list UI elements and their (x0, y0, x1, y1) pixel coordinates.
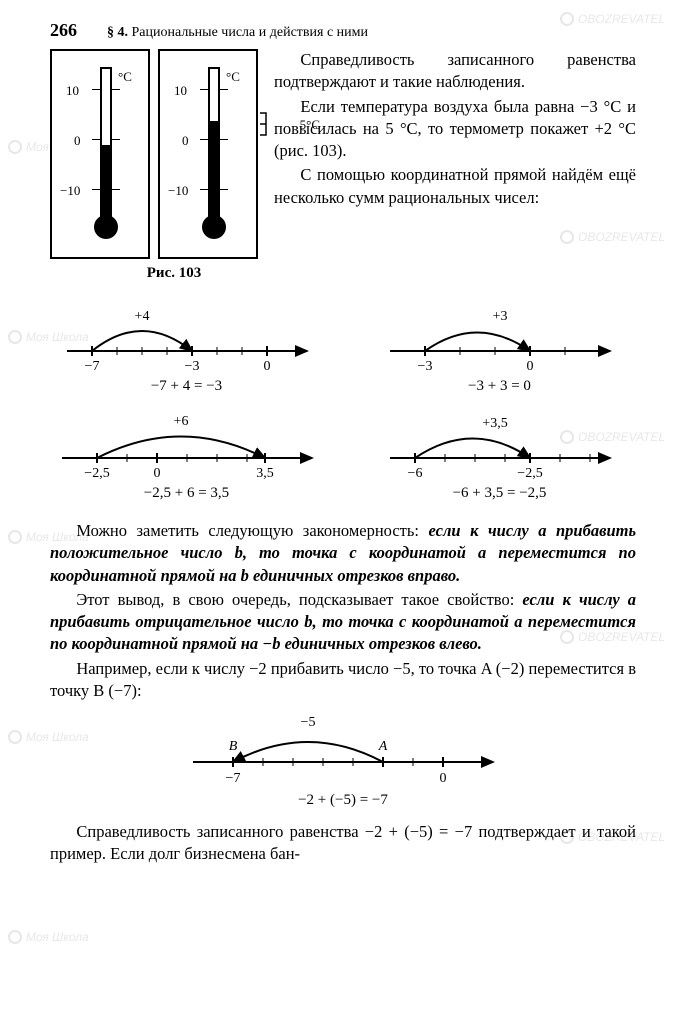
tick-minus10: −10 (60, 183, 80, 199)
intro-text: Справедливость записанного равенства под… (270, 49, 636, 292)
svg-text:−7: −7 (84, 359, 99, 374)
arc-label: +4 (134, 309, 149, 324)
svg-text:0: 0 (440, 771, 447, 786)
svg-text:−2,5: −2,5 (84, 466, 109, 481)
page-number: 266 (50, 20, 77, 41)
numberline-grid: −7 −3 0 +4 −7 + 4 = −3 −3 0 +3 −3 + 3 = … (50, 306, 636, 502)
svg-text:0: 0 (153, 466, 160, 481)
tail-text: Справедливость записанного равенства −2 … (50, 821, 636, 866)
svg-text:+3: +3 (492, 309, 507, 324)
thermometer-left: 10 0 −10 °C (50, 49, 150, 259)
header: 266 § 4. Рациональные числа и действия с… (50, 20, 636, 41)
svg-text:−3: −3 (184, 359, 199, 374)
numberline-2: −3 0 +3 −3 + 3 = 0 (363, 306, 636, 395)
figure-caption: Рис. 103 (90, 265, 258, 282)
svg-text:+6: +6 (173, 414, 188, 429)
numberline-1: −7 −3 0 +4 −7 + 4 = −3 (50, 306, 323, 395)
body-text: Можно заметить следующую закономерность:… (50, 520, 636, 702)
numberline-3: −2,5 0 3,5 +6 −2,5 + 6 = 3,5 (50, 413, 323, 502)
watermark: Моя Школа (8, 930, 89, 944)
svg-text:B: B (229, 739, 238, 754)
tick-minus10: −10 (168, 183, 188, 199)
numberline-4: −6 −2,5 +3,5 −6 + 3,5 = −2,5 (363, 413, 636, 502)
svg-text:3,5: 3,5 (256, 466, 274, 481)
svg-text:−6: −6 (407, 466, 422, 481)
numberline-bottom: −7 0 −5 A B −2 + (−5) = −7 (50, 710, 636, 809)
thermometer-right: 10 0 −10 °C 5°C (158, 49, 258, 259)
section-header: § 4. Рациональные числа и действия с ним… (107, 25, 368, 41)
figure-103: 10 0 −10 °C (50, 49, 258, 292)
svg-text:0: 0 (526, 359, 533, 374)
svg-text:0: 0 (263, 359, 270, 374)
svg-text:−2,5: −2,5 (517, 466, 542, 481)
svg-text:−5: −5 (301, 715, 316, 730)
svg-text:−3: −3 (417, 359, 432, 374)
svg-text:+3,5: +3,5 (482, 416, 507, 431)
svg-text:−7: −7 (226, 771, 241, 786)
svg-text:A: A (378, 739, 388, 754)
